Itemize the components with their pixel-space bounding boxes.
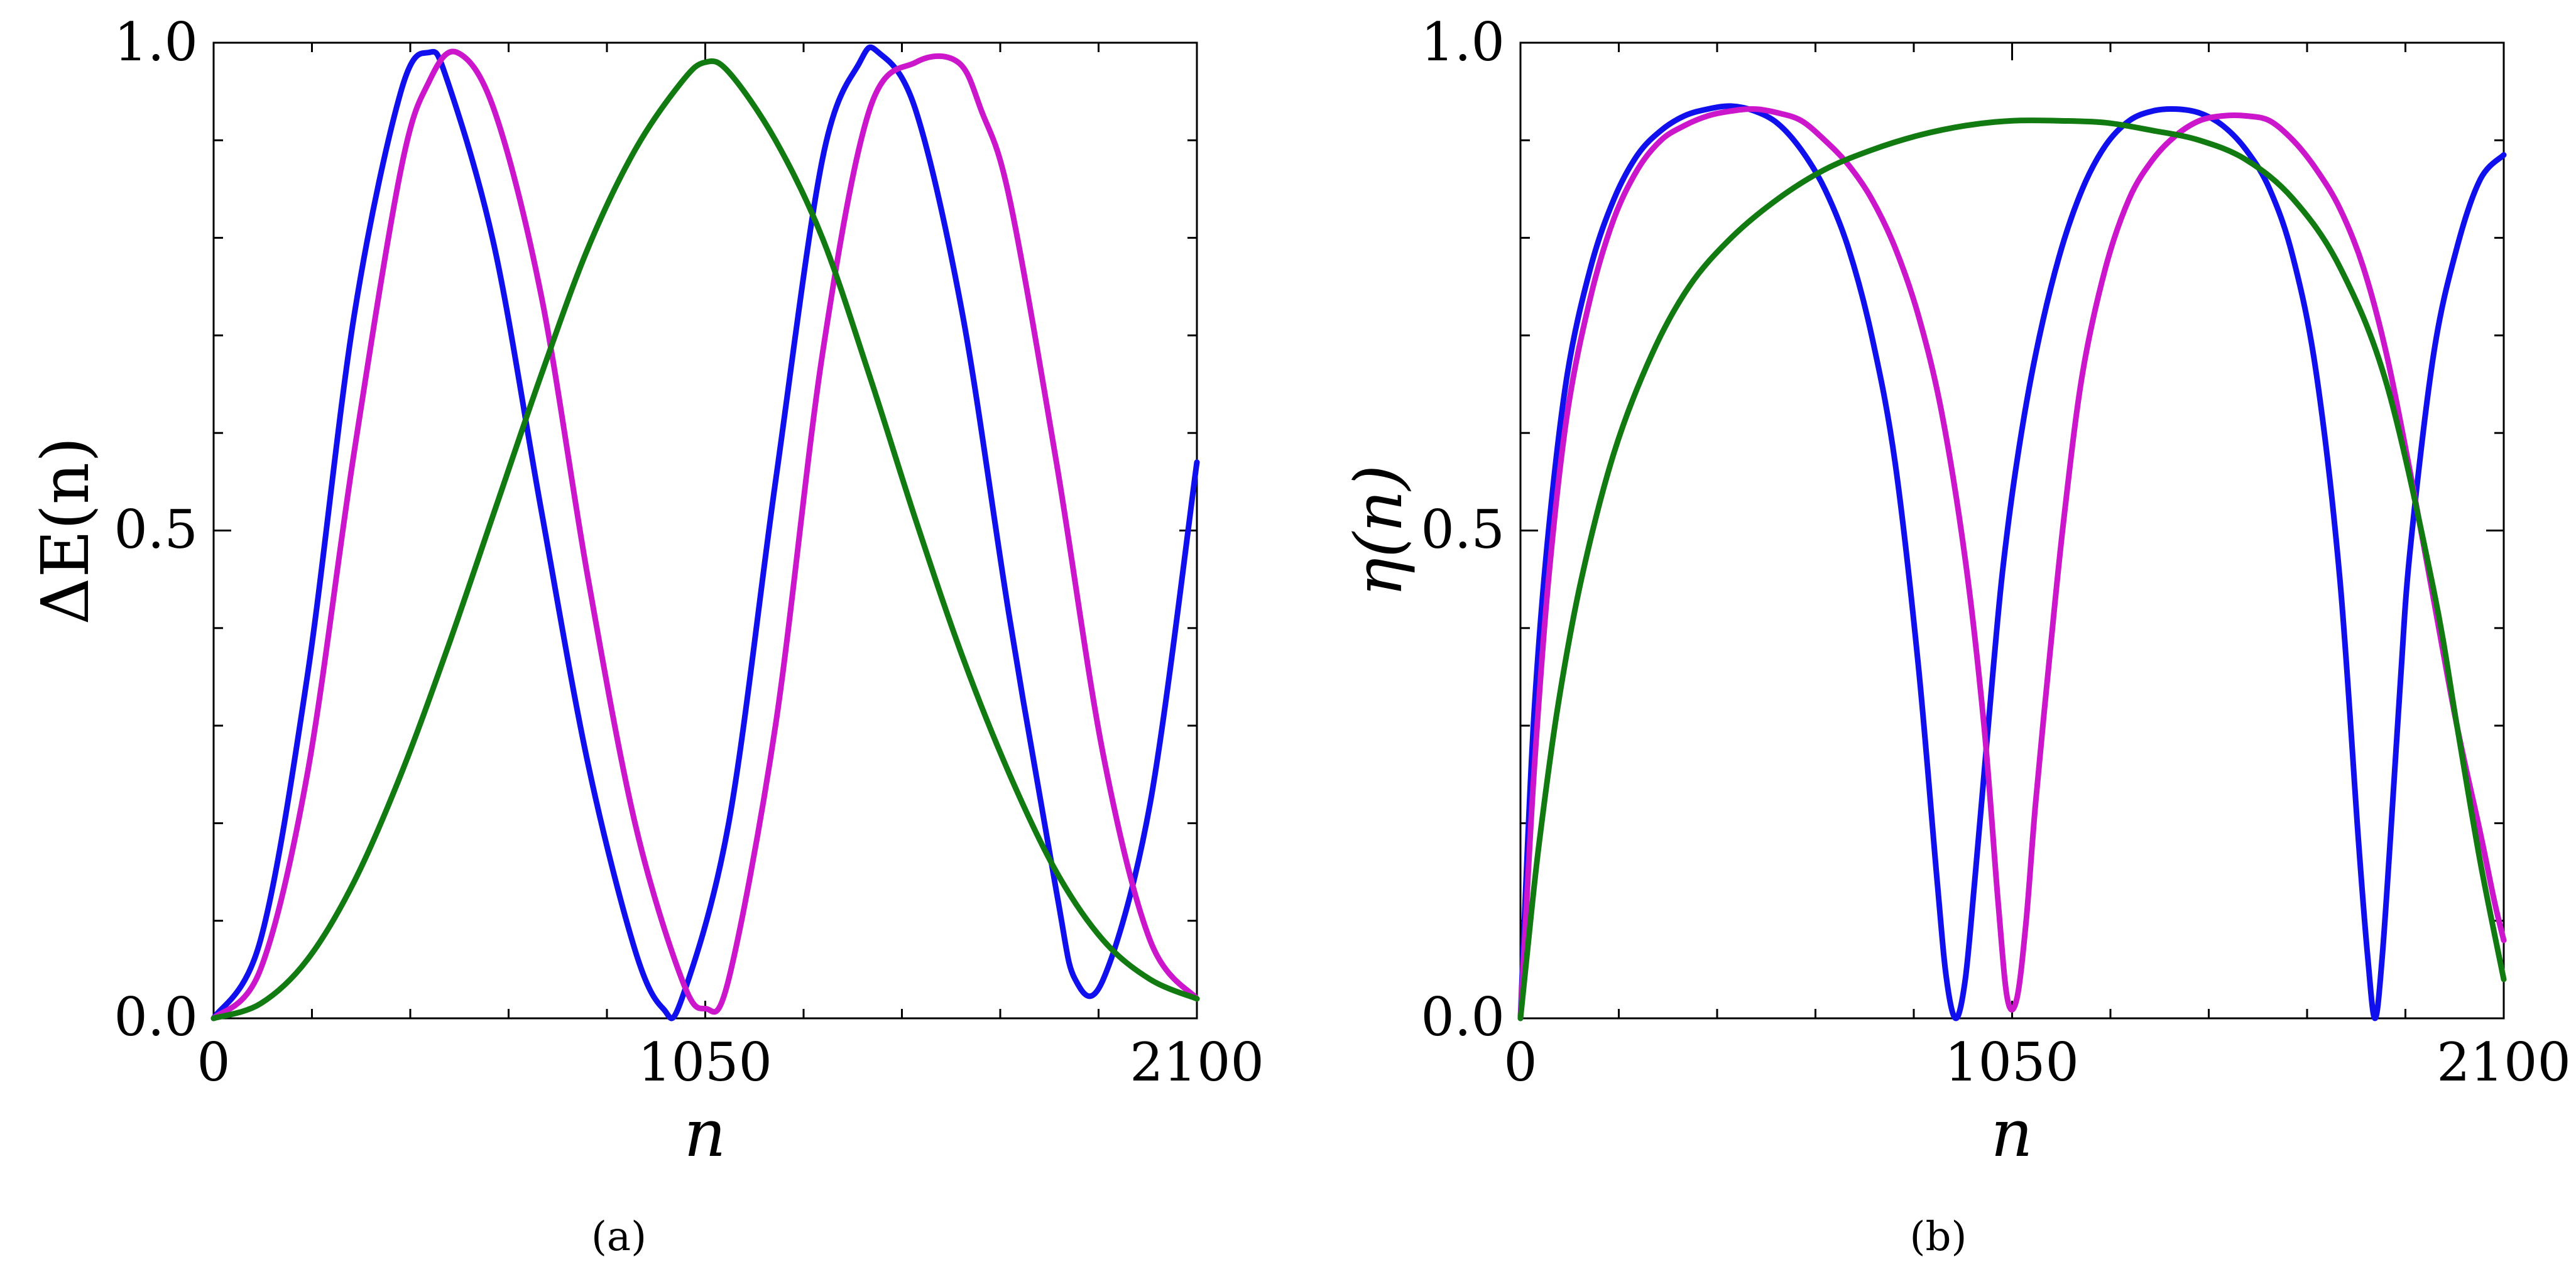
panel-a-series-line-1 — [210, 48, 1200, 1021]
panel-a-xtick-1: 1050 — [638, 1032, 772, 1093]
panel-a-label: (a) — [591, 1214, 647, 1260]
panel-a-series-line-2 — [210, 58, 1200, 1021]
panel-a-ytick-2: 1.0 — [114, 11, 198, 73]
panel-a-series-line-0 — [210, 44, 1200, 1021]
panel-a-xtick-2: 2100 — [1130, 1032, 1264, 1093]
panel-b-series — [1517, 103, 2507, 1021]
panel-b: 0.0 0.5 1.0 0 1050 2100 n η(n) (b) — [1340, 11, 2571, 1260]
panel-a-ytick-1: 0.5 — [114, 499, 198, 560]
panel-b-series-line-2 — [1517, 117, 2507, 1021]
panel-a-ytick-0: 0.0 — [114, 986, 198, 1048]
panel-b-ticks — [1519, 41, 2505, 1020]
panel-a-xtick-0: 0 — [197, 1032, 230, 1093]
panel-b-xlabel: n — [1991, 1095, 2033, 1172]
panel-a-ticks — [212, 41, 1198, 1020]
panel-b-frame — [1519, 41, 2505, 1020]
panel-b-series-line-0 — [1517, 103, 2507, 1021]
panel-b-ytick-2: 1.0 — [1421, 11, 1505, 73]
panel-a-ylabel: ΔE(n) — [27, 437, 104, 624]
panel-b-xtick-2: 2100 — [2437, 1032, 2571, 1093]
panel-b-ylabel: η(n) — [1340, 465, 1417, 597]
panel-b-ytick-0: 0.0 — [1421, 986, 1505, 1048]
panel-b-xtick-1: 1050 — [1945, 1032, 2079, 1093]
panel-b-label: (b) — [1910, 1214, 1967, 1260]
panel-a-xlabel: n — [684, 1095, 726, 1172]
panel-a-series — [210, 44, 1200, 1021]
panel-b-ytick-1: 0.5 — [1421, 499, 1505, 560]
panel-a: 0.0 0.5 1.0 0 1050 2100 n ΔE(n) (a) — [27, 11, 1264, 1260]
panel-b-series-line-1 — [1517, 106, 2507, 1021]
panel-b-xtick-0: 0 — [1504, 1032, 1537, 1093]
